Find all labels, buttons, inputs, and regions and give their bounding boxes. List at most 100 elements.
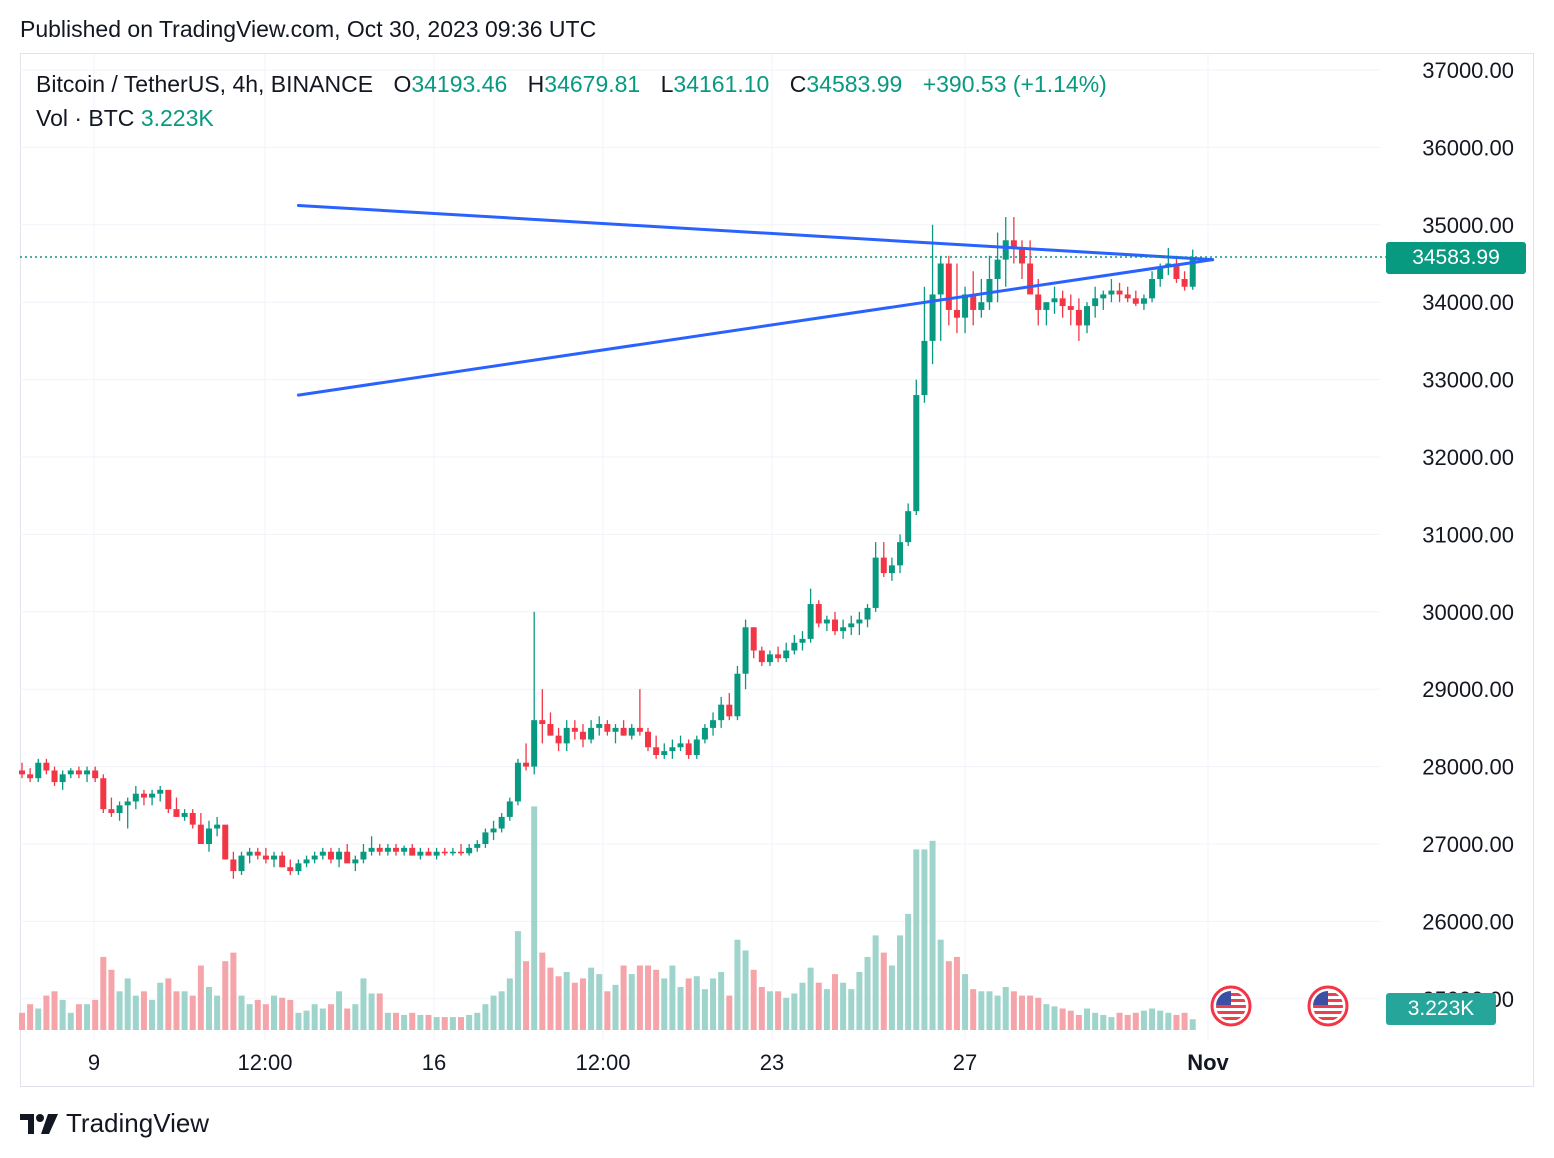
candle-body [531, 720, 538, 767]
volume-bar [1084, 1008, 1091, 1030]
volume-bar [205, 987, 212, 1030]
volume-bar [401, 1014, 408, 1030]
candle-body [832, 619, 838, 632]
candle-body [173, 809, 180, 817]
volume-bar [425, 1014, 432, 1030]
volume-bar [149, 999, 156, 1030]
candle-body [937, 263, 944, 295]
candle-body [1002, 240, 1009, 260]
volume-bar [783, 997, 790, 1030]
candle-body [165, 789, 172, 810]
candle-body [758, 650, 765, 663]
price-axis-label: 37000.00 [1422, 58, 1514, 83]
volume-bar [693, 976, 700, 1030]
volume-bar [35, 1008, 42, 1030]
volume-bar [596, 974, 603, 1030]
volume-bar [474, 1012, 481, 1030]
candle-body [222, 824, 229, 860]
candle-body [791, 642, 798, 651]
volume-bar [490, 995, 497, 1030]
candle-body [1084, 306, 1091, 326]
candle-body [352, 859, 359, 864]
volume-bar [392, 1012, 399, 1030]
candle-body [783, 650, 790, 659]
triangle-lower-trendline [296, 258, 1215, 397]
candle-body [1027, 263, 1034, 295]
low-value: 34161.10 [673, 71, 770, 97]
candle-body [458, 851, 465, 854]
volume-bar [344, 1008, 351, 1030]
symmetrical-triangle-drawing [296, 203, 1215, 397]
candle-body [645, 731, 652, 748]
volume-bar [116, 991, 123, 1030]
volume-bar [945, 961, 952, 1030]
candle-body [27, 774, 34, 779]
volume-bar [1108, 1017, 1115, 1030]
candle-body [132, 793, 139, 802]
volume-value: 3.223K [140, 105, 214, 131]
candle-body [905, 511, 912, 543]
volume-bar [482, 1004, 489, 1030]
volume-bar [921, 849, 928, 1030]
volume-bar [1124, 1014, 1131, 1030]
candle-body [514, 762, 521, 802]
tradingview-brand[interactable]: TradingView [20, 1108, 209, 1139]
volume-bar [1173, 1014, 1180, 1030]
candle-body [669, 747, 676, 752]
volume-bar [59, 999, 66, 1030]
us-flag-economic-event-icon[interactable] [1307, 985, 1349, 1027]
volume-bar [872, 935, 879, 1030]
volume-bar [173, 991, 180, 1030]
candle-body [1116, 290, 1123, 295]
volume-bar [864, 956, 871, 1030]
volume-bar [620, 965, 627, 1030]
candle-body [962, 294, 969, 318]
candle-body [677, 743, 684, 748]
volume-bar [685, 978, 692, 1030]
volume-bar [832, 974, 838, 1030]
volume-bar [1027, 995, 1034, 1030]
candle-body [986, 278, 993, 303]
volume-bar [514, 931, 521, 1030]
candle-body [1051, 298, 1058, 303]
volume-tag: 3.223K [1386, 993, 1496, 1025]
candle-body [953, 309, 960, 318]
candle-body [214, 824, 221, 829]
volume-bar [279, 997, 286, 1030]
volume-bar [1100, 1014, 1107, 1030]
ohlc-legend[interactable]: Bitcoin / TetherUS, 4h, BINANCE O34193.4… [36, 71, 1107, 98]
volume-bar [701, 989, 708, 1030]
volume-bar [661, 978, 668, 1030]
time-axis-label: 23 [760, 1050, 784, 1075]
candle-body [897, 542, 904, 566]
volume-bar [1059, 1008, 1066, 1030]
chart-frame[interactable] [20, 53, 1534, 1087]
us-flag-economic-event-icon[interactable] [1210, 985, 1252, 1027]
volume-bar [523, 961, 530, 1030]
candle-body [612, 727, 619, 732]
open-label: O [393, 71, 412, 97]
candle-body [1075, 309, 1082, 326]
candle-body [872, 557, 879, 608]
volume-bar [669, 965, 676, 1030]
volume-bar [506, 978, 513, 1030]
grid-lines [20, 54, 1380, 1040]
candle-body [734, 673, 741, 717]
candle-body [604, 724, 611, 732]
candle-body [482, 832, 489, 844]
volume-bar [750, 969, 757, 1030]
volume-bar [628, 974, 635, 1030]
open-value: 34193.46 [411, 71, 508, 97]
candle-body [425, 851, 432, 856]
candle-body [149, 793, 156, 798]
volume-bar [1140, 1010, 1147, 1030]
candle-body [1181, 278, 1188, 287]
volume-bar [840, 982, 847, 1030]
candle-body [701, 727, 708, 740]
price-axis-label: 27000.00 [1422, 832, 1514, 857]
volume-bar [246, 1004, 253, 1030]
time-axis-label: 9 [88, 1050, 100, 1075]
symbol-label[interactable]: Bitcoin / TetherUS, 4h, BINANCE [36, 71, 374, 97]
volume-legend[interactable]: Vol · BTC 3.223K [36, 105, 214, 132]
